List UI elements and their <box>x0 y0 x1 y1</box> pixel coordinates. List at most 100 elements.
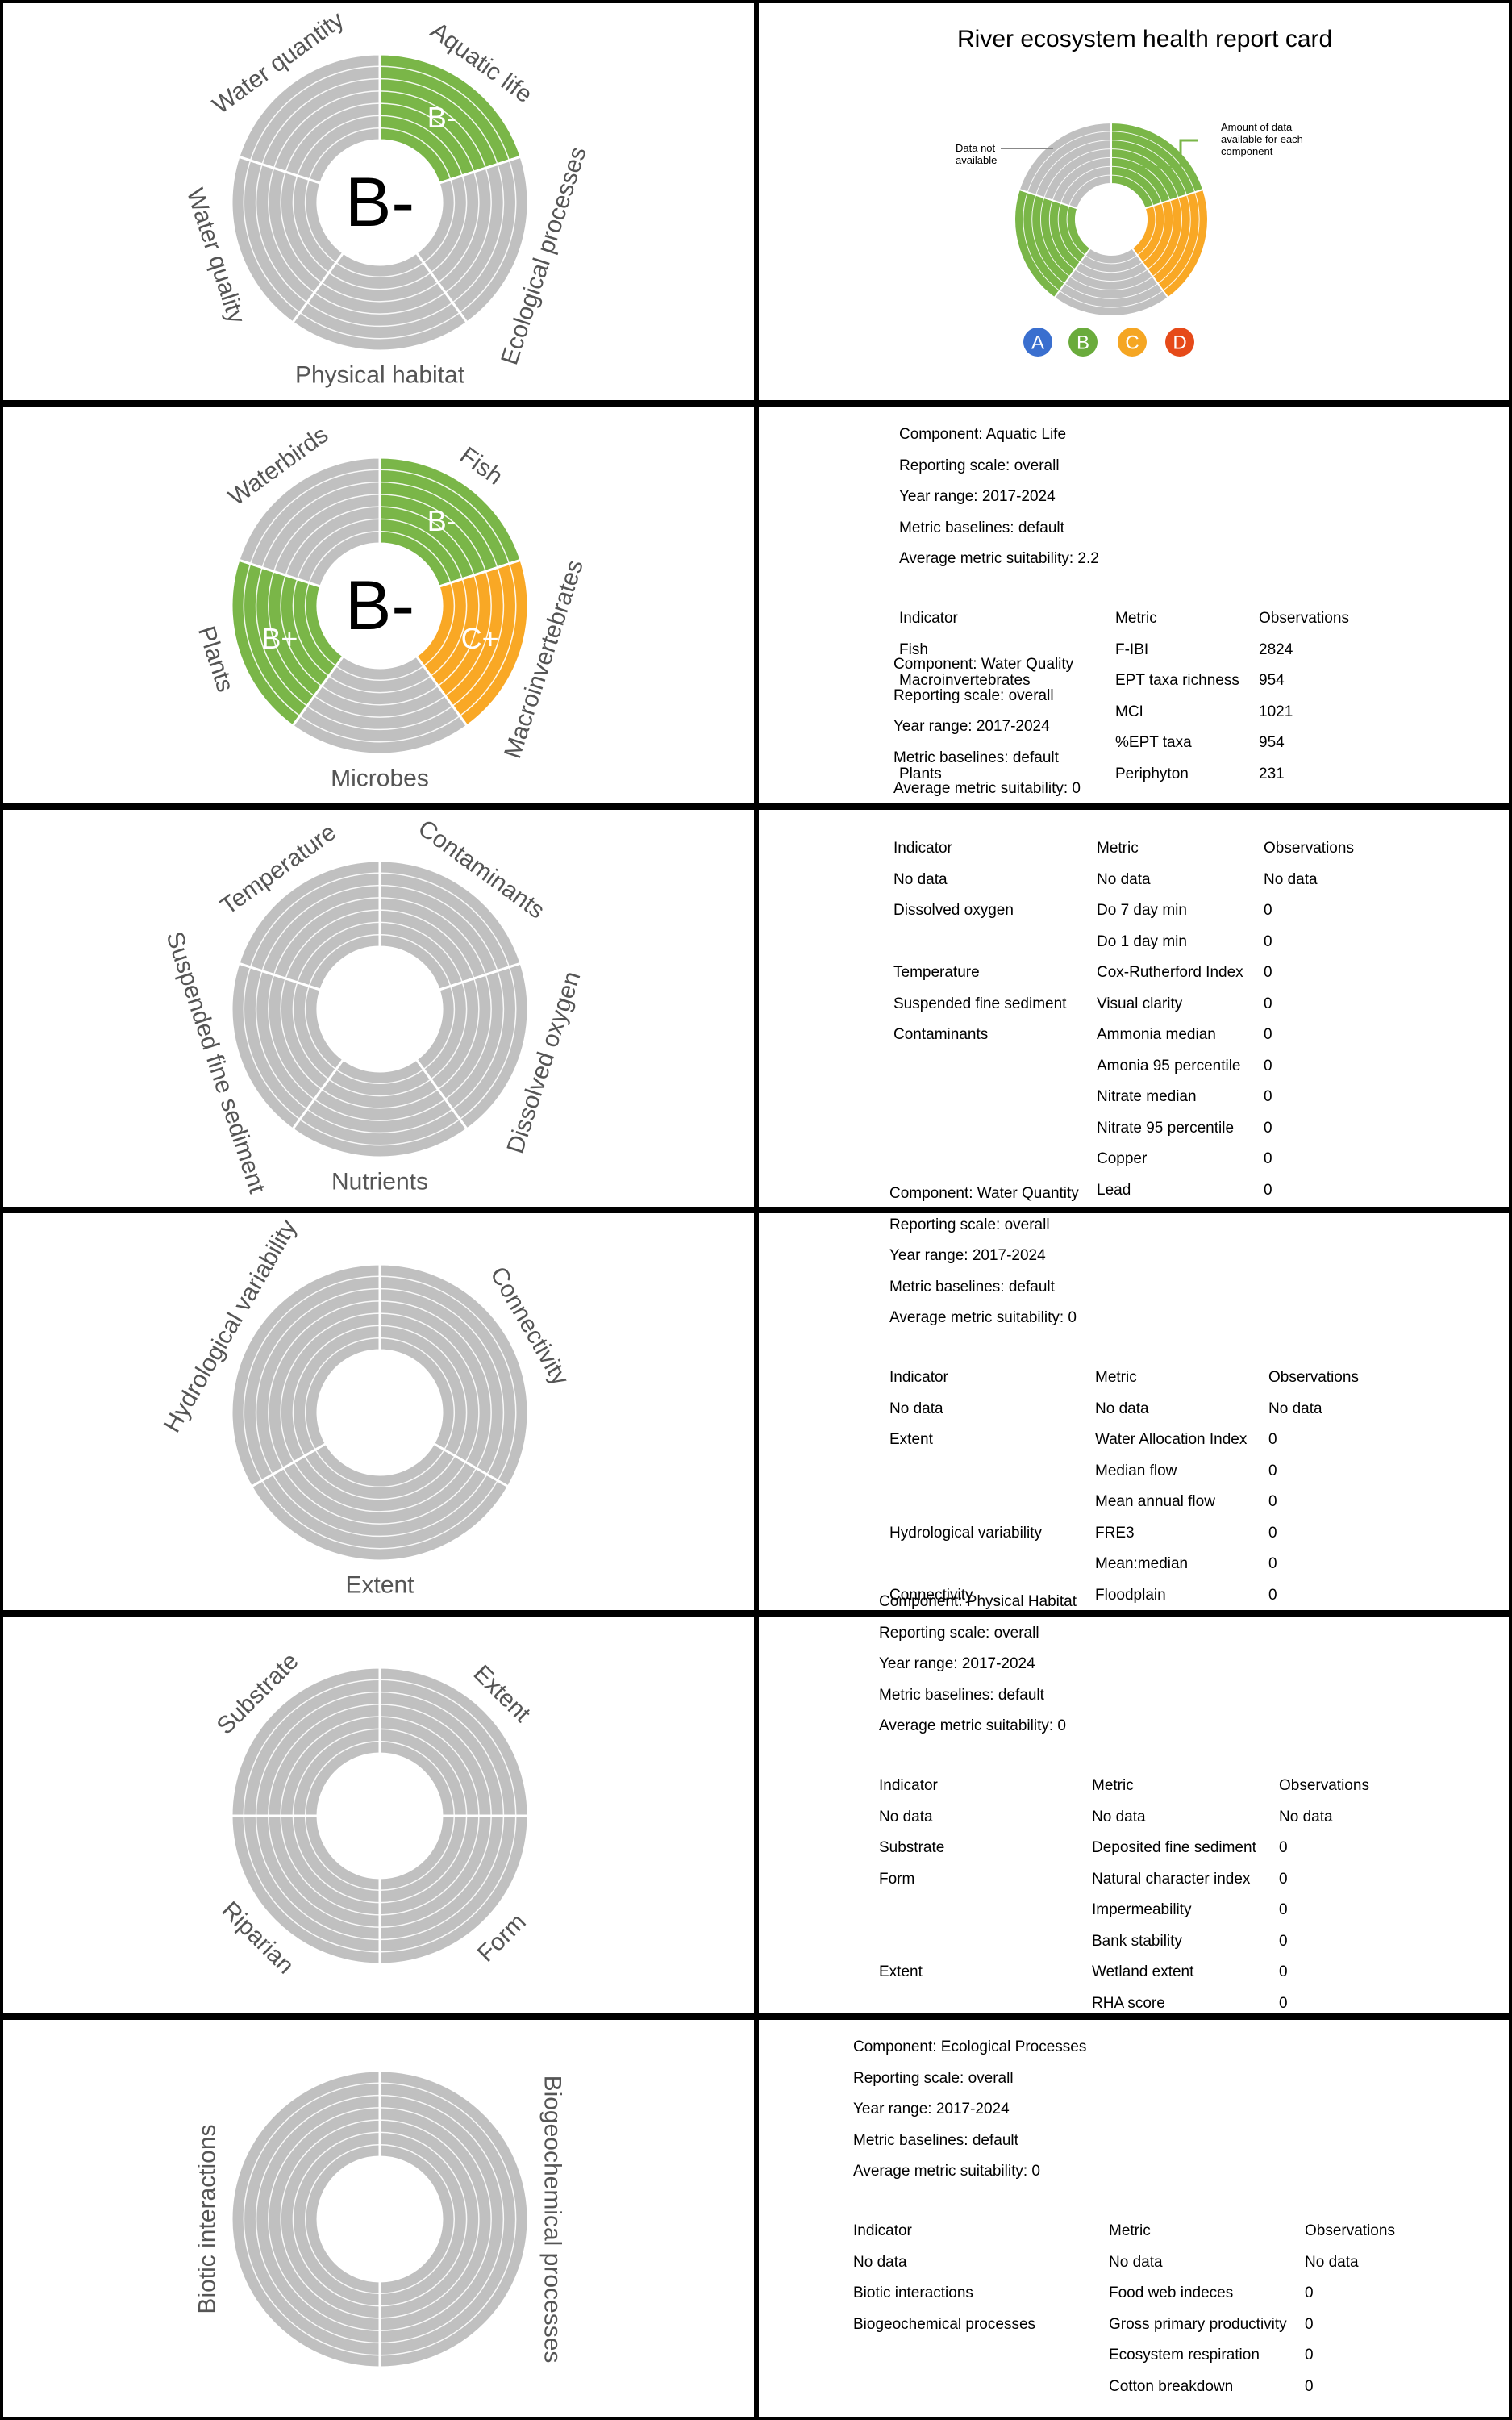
metric-cell: No data <box>1097 870 1151 888</box>
segment-form[interactable] <box>378 1814 530 1966</box>
segment-water-quantity[interactable] <box>237 52 381 186</box>
observations-cell: 0 <box>1264 1088 1272 1105</box>
meta-line: Average metric suitability: 0 <box>879 1717 1066 1734</box>
metric-cell: Do 1 day min <box>1097 933 1187 950</box>
table-header: Metric <box>1097 840 1139 857</box>
segment-macroinvertebrates[interactable] <box>414 558 530 728</box>
meta-line: Metric baselines: default <box>853 2131 1018 2149</box>
observations-cell: 231 <box>1259 765 1285 782</box>
segment-plants[interactable] <box>230 558 345 728</box>
panel-right-5 <box>759 1617 1509 2013</box>
panel-right-4 <box>759 1213 1509 1610</box>
segment-s3[interactable] <box>1014 188 1092 299</box>
leader-line <box>1139 139 1198 169</box>
segment-aquatic-life[interactable] <box>378 52 523 186</box>
segment-temperature[interactable] <box>237 859 381 992</box>
meta-line: Metric baselines: default <box>889 1278 1055 1296</box>
table-header: Observations <box>1268 1369 1359 1386</box>
svg-text:C: C <box>1125 332 1139 354</box>
panel-left-6: Biogeochemical processes Biotic interacti… <box>3 2020 754 2417</box>
meta-line: Average metric suitability: 0 <box>853 2163 1040 2180</box>
segment-grade: B- <box>427 101 456 134</box>
segment-label: Biotic interactions <box>194 2124 221 2314</box>
table-header: Indicator <box>889 1369 948 1386</box>
meta-line: Reporting scale: overall <box>899 457 1060 474</box>
observations-cell: 0 <box>1268 1431 1277 1448</box>
observations-cell: No data <box>1279 1808 1333 1825</box>
segment-connectivity[interactable] <box>378 1262 530 1489</box>
metric-cell: Nitrate 95 percentile <box>1097 1119 1235 1137</box>
amount-of-data-note: Amount of data available for each compon… <box>1221 121 1303 157</box>
indicator-cell: Dissolved oxygen <box>893 902 1014 919</box>
meta-line: Metric baselines: default <box>899 519 1064 536</box>
meta-line: Component: Physical Habitat <box>879 1593 1077 1610</box>
segment-s4[interactable] <box>1018 121 1112 210</box>
observations-cell: 0 <box>1268 1462 1277 1479</box>
legend-grade-d: D <box>1165 328 1194 357</box>
metric-cell: Deposited fine sediment <box>1092 1839 1256 1856</box>
segment-extent[interactable] <box>378 1666 530 1817</box>
table-header: Observations <box>1264 840 1354 857</box>
table-header: Indicator <box>879 1777 938 1794</box>
metric-cell: Wetland extent <box>1092 1963 1194 1980</box>
segment-biotic-interactions[interactable] <box>230 2069 381 2369</box>
panel-left-3: Contaminants Dissolved oxygen Nutrients Sus… <box>3 810 754 1207</box>
metric-cell: MCI <box>1115 703 1143 720</box>
metric-cell: Bank stability <box>1092 1932 1182 1950</box>
segment-s2[interactable] <box>1053 247 1169 317</box>
observations-cell: 0 <box>1305 2284 1314 2301</box>
segment-waterbirds[interactable] <box>237 456 381 589</box>
indicator-cell: Extent <box>889 1431 933 1448</box>
indicator-cell: Hydrological variability <box>889 1524 1043 1542</box>
observations-cell: 0 <box>1268 1555 1277 1572</box>
segment-physical-habitat[interactable] <box>290 251 469 353</box>
segment-nutrients[interactable] <box>290 1058 469 1159</box>
segment-biogeochemical-processes[interactable] <box>378 2069 530 2369</box>
observations-cell: 0 <box>1264 1026 1272 1043</box>
observations-cell: No data <box>1268 1400 1322 1417</box>
indicator-cell: Plants <box>899 765 942 782</box>
metric-cell: Visual clarity <box>1097 995 1183 1012</box>
donut-chart-ecological-processes[interactable]: Biogeochemical processes Biotic interacti… <box>3 2020 754 2417</box>
metric-cell: Natural character index <box>1092 1870 1251 1888</box>
segment-label: Extent <box>345 1572 414 1599</box>
segment-grade: C+ <box>461 622 499 655</box>
indicator-cell: Biotic interactions <box>853 2284 973 2301</box>
segment-substrate[interactable] <box>230 1666 381 1817</box>
center-grade: B- <box>345 567 414 645</box>
meta-line: Year range: 2017-2024 <box>893 718 1050 735</box>
table-header: Indicator <box>899 610 958 627</box>
segment-riparian[interactable] <box>230 1814 381 1966</box>
segment-extent[interactable] <box>249 1442 510 1563</box>
segment-label: Biogeochemical processes <box>539 2076 566 2364</box>
indicator-cell: Substrate <box>879 1839 945 1856</box>
segment-fish[interactable] <box>378 456 523 589</box>
meta-line: Reporting scale: overall <box>879 1624 1039 1642</box>
segment-ecological-processes[interactable] <box>414 155 530 324</box>
meta-line: Year range: 2017-2024 <box>889 1247 1046 1264</box>
panel-left-1: B- Aquatic life Ecological processes Physic… <box>3 3 754 400</box>
panel-right-3 <box>759 810 1509 1207</box>
segment-s0[interactable] <box>1110 121 1205 210</box>
indicator-cell: No data <box>889 1400 943 1417</box>
metric-cell: Floodplain <box>1095 1586 1166 1604</box>
panel-left-4: Connectivity Extent Hydrological variabili… <box>3 1213 754 1610</box>
meta-line: Average metric suitability: 2.2 <box>899 550 1099 567</box>
table-header: Indicator <box>893 840 952 857</box>
observations-cell: 0 <box>1268 1493 1277 1510</box>
indicator-cell: No data <box>853 2253 907 2271</box>
table-header: Metric <box>1109 2222 1151 2239</box>
segment-s1[interactable] <box>1131 188 1209 299</box>
segment-dissolved-oxygen[interactable] <box>414 962 530 1131</box>
segment-water-quality[interactable] <box>230 155 345 324</box>
svg-text:B: B <box>1077 332 1089 354</box>
segment-microbes[interactable] <box>290 654 469 756</box>
segment-contaminants[interactable] <box>378 859 523 992</box>
segment-hydrological-variability[interactable] <box>230 1262 381 1489</box>
segment-suspended-fine-sediment[interactable] <box>230 962 345 1131</box>
